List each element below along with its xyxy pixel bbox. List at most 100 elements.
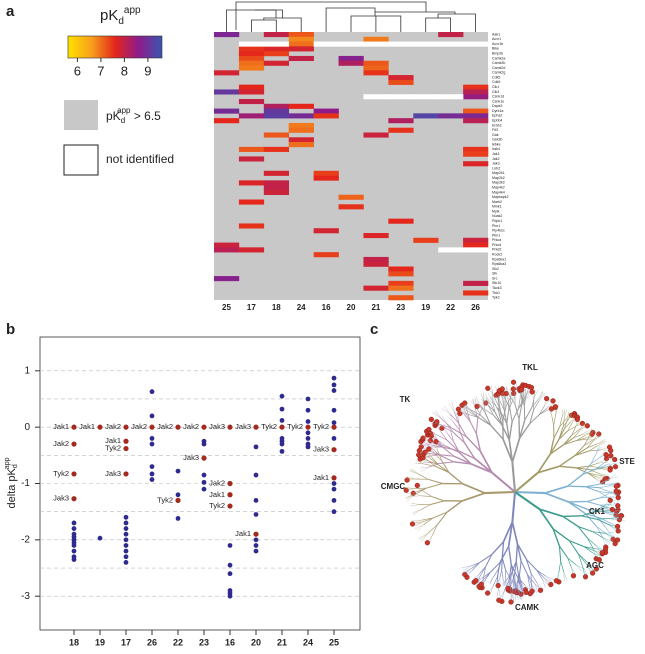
tree-branch — [603, 502, 613, 507]
tree-branch — [610, 502, 619, 505]
x-tick-label: 16 — [225, 637, 235, 647]
data-point — [253, 472, 259, 478]
highlight-label: Jak2 — [53, 439, 69, 448]
tree-branch — [460, 407, 469, 412]
tree-branch — [538, 392, 546, 400]
tree-branch — [471, 562, 481, 569]
tree-branch — [525, 391, 531, 400]
tree-hit — [439, 425, 445, 431]
tree-hit — [607, 467, 613, 473]
tree-branch — [406, 494, 416, 500]
tree-branch — [444, 405, 451, 414]
data-point — [253, 543, 259, 548]
tree-branch — [497, 569, 499, 579]
tree-branch — [590, 454, 597, 465]
data-point — [123, 554, 129, 560]
tree-branch — [430, 500, 445, 505]
tree-branch — [433, 411, 442, 419]
heatmap-cell — [338, 194, 364, 200]
highlight-point — [123, 424, 129, 430]
tree-hit — [462, 571, 468, 578]
tree-branch — [608, 482, 617, 487]
tree-branch — [482, 397, 488, 405]
row-label: Tyk2 — [492, 296, 500, 300]
tree-branch — [579, 423, 584, 431]
group-label: TKL — [522, 363, 538, 372]
tree-hit — [579, 420, 586, 427]
tree-branch — [585, 436, 594, 438]
highlight-point — [227, 424, 233, 430]
tree-hit — [614, 523, 621, 530]
tree-branch — [541, 578, 546, 588]
tree-branch — [559, 465, 576, 469]
tree-branch — [537, 465, 560, 474]
tree-branch — [492, 395, 495, 404]
missing-cell — [413, 94, 439, 100]
tree-branch — [599, 478, 610, 485]
tree-branch — [459, 411, 469, 415]
tree-branch — [586, 564, 592, 574]
tree-branch — [431, 496, 445, 502]
tree-hit — [495, 583, 501, 589]
tree-branch — [607, 524, 617, 529]
tree-branch — [589, 428, 592, 437]
tree-branch — [485, 554, 493, 567]
heatmap-cell — [263, 108, 290, 114]
row-label: Cdk9 — [492, 80, 500, 84]
tree-branch — [505, 569, 510, 578]
tree-branch — [595, 446, 599, 455]
data-point — [201, 472, 207, 478]
data-point — [123, 537, 129, 543]
tree-branch — [455, 411, 459, 420]
heatmap-cell — [388, 127, 414, 133]
tree-branch — [539, 391, 544, 401]
tree-branch — [439, 424, 452, 429]
tree-branch — [406, 491, 416, 494]
tree-branch — [425, 452, 432, 458]
tree-branch — [604, 510, 614, 513]
tree-branch — [523, 388, 525, 397]
tree-branch — [536, 569, 547, 577]
tree-branch — [529, 414, 540, 425]
tree-branch — [479, 451, 493, 474]
highlight-label: Jak1 — [313, 473, 329, 482]
tree-branch — [598, 487, 609, 492]
tree-branch — [489, 577, 494, 584]
tree-branch — [422, 517, 434, 523]
heatmap-cell — [263, 146, 290, 152]
heatmap-cell — [238, 99, 265, 105]
tree-branch — [577, 526, 588, 539]
highlight-point — [227, 503, 233, 509]
tree-branch — [573, 434, 583, 439]
highlight-point — [97, 424, 103, 430]
tree-branch — [608, 516, 618, 519]
tree-branch — [561, 408, 564, 418]
row-label: Clk1 — [492, 85, 499, 89]
tree-branch — [582, 433, 590, 435]
tree-hit — [612, 464, 619, 470]
heatmap-cell — [263, 189, 290, 196]
tree-branch — [474, 457, 493, 474]
tree-branch — [411, 468, 419, 474]
row-label: Erbb2 — [492, 123, 502, 127]
tree-hit — [609, 506, 615, 513]
highlight-label: Jak3 — [183, 453, 199, 462]
heatmap-cell — [238, 51, 265, 57]
tree-branch — [461, 492, 486, 502]
tree-branch — [497, 393, 501, 402]
data-point — [149, 441, 155, 447]
tree-branch — [574, 447, 588, 457]
tree-branch — [432, 443, 438, 451]
tree-hit — [523, 589, 529, 596]
tree-branch — [510, 592, 515, 602]
heatmap-cell — [363, 261, 389, 267]
heatmap-cell — [214, 89, 240, 95]
tree-branch — [463, 407, 472, 411]
tree-hit — [485, 590, 491, 596]
tree-branch — [439, 454, 455, 457]
row-label: Gsk3b — [492, 138, 502, 142]
tree-branch — [599, 451, 605, 458]
tree-branch — [421, 517, 434, 521]
tree-branch — [544, 399, 551, 406]
tree-branch — [600, 496, 611, 499]
